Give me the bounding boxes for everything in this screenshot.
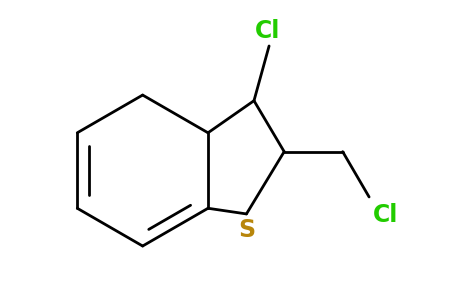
Text: S: S [238, 218, 255, 242]
Text: Cl: Cl [255, 19, 280, 43]
Text: Cl: Cl [373, 203, 398, 227]
